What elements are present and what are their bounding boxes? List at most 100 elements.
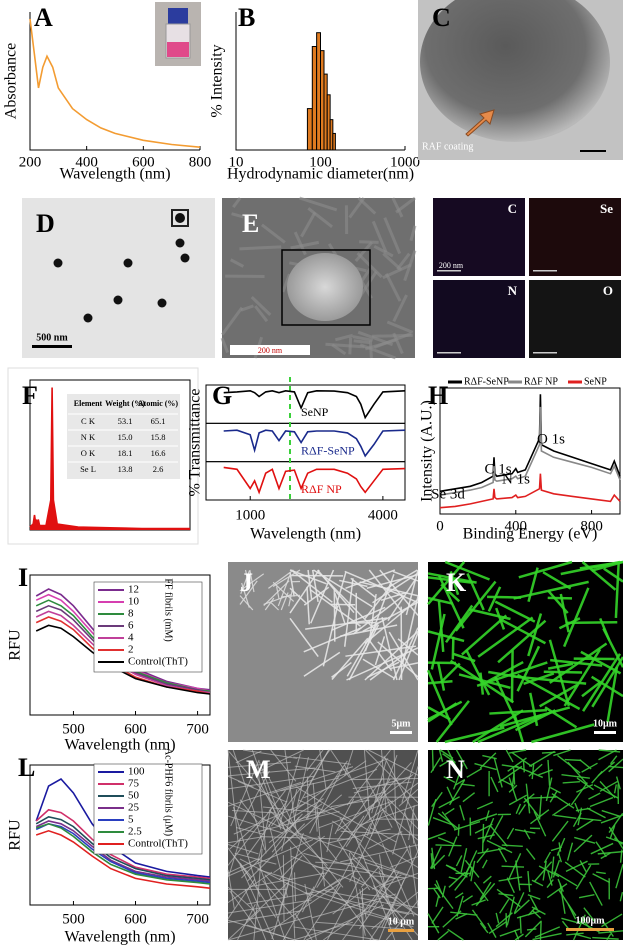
fibril: [383, 755, 419, 822]
fibril: [567, 761, 588, 785]
fibril: [294, 872, 296, 902]
fibril: [579, 817, 602, 822]
fibril: [546, 879, 554, 888]
fibril: [465, 649, 491, 696]
fibril: [453, 820, 481, 831]
fibril: [342, 869, 396, 941]
fibril: [538, 769, 553, 776]
fibril: [300, 211, 317, 238]
table-header: Weight (%): [105, 399, 145, 408]
table-cell: O K: [81, 448, 96, 458]
fibril: [515, 803, 522, 814]
scale-bar: [388, 929, 414, 932]
y-axis-label: RFU: [7, 819, 24, 851]
map-label: C: [508, 201, 517, 216]
fibril: [441, 885, 446, 898]
panel-letter: A: [34, 3, 53, 32]
fibril: [461, 614, 508, 656]
fibril: [350, 577, 376, 598]
panel-letter: C: [432, 3, 451, 32]
fibril: [315, 861, 353, 865]
fibril: [619, 891, 623, 902]
fibril: [487, 922, 497, 938]
fibril: [558, 617, 581, 630]
panel-letter: M: [246, 755, 271, 784]
fibril: [476, 801, 494, 810]
fibril: [482, 817, 495, 843]
fibril: [311, 893, 397, 919]
fibril: [470, 860, 476, 882]
legend-label: 8: [128, 608, 134, 620]
fibril: [436, 661, 446, 691]
fibril: [262, 880, 296, 920]
fibril: [528, 763, 543, 777]
scale-label: 10μm: [593, 718, 618, 729]
table-cell: 65.1: [151, 416, 166, 426]
fibril: [576, 783, 594, 793]
fibril: [511, 752, 533, 768]
fibril: [539, 920, 542, 941]
fibril: [359, 343, 397, 360]
fibril: [603, 567, 623, 583]
legend-title: Ac-PHF6 fibrils (μM): [163, 748, 174, 836]
fibril: [333, 587, 336, 642]
fibril: [596, 871, 606, 875]
fibril: [427, 630, 465, 643]
fibril: [348, 852, 366, 936]
fibril: [531, 723, 595, 744]
series-line: [29, 387, 190, 530]
fibril: [464, 863, 472, 876]
fibril: [372, 333, 413, 338]
fibril: [409, 225, 417, 242]
fibril: [359, 889, 367, 920]
fibril: [572, 812, 582, 828]
micrograph: [22, 198, 215, 358]
fibril: [576, 777, 594, 791]
scale-label: 200 nm: [258, 346, 283, 355]
fibril: [527, 796, 557, 799]
fibril: [440, 583, 461, 603]
inset-box: [171, 209, 189, 227]
fibril: [286, 878, 341, 915]
fibril: [608, 826, 623, 850]
table-header: Atomic (%): [138, 399, 179, 408]
fibril: [469, 866, 473, 877]
fibril: [293, 921, 353, 941]
fibril: [495, 607, 506, 630]
fibril: [581, 561, 617, 591]
fibril: [474, 762, 497, 771]
fibril: [364, 583, 393, 619]
x-axis-label: Wavelength (nm): [64, 929, 175, 945]
fibril: [227, 879, 256, 920]
fibril: [403, 250, 417, 282]
table-cell: 2.6: [153, 464, 164, 474]
fibril: [312, 866, 370, 874]
scale-label: 10 μm: [388, 916, 415, 927]
scale-label: 100μm: [576, 915, 606, 926]
y-axis-label: % Transmittance: [187, 389, 204, 497]
fibril: [227, 858, 259, 874]
fibril: [269, 882, 341, 932]
fibril: [595, 841, 607, 858]
fibril: [506, 827, 515, 840]
fibril: [221, 306, 244, 336]
fibril: [383, 217, 402, 255]
fibril: [447, 749, 458, 770]
fibril: [227, 775, 254, 788]
fibril: [358, 856, 418, 880]
fibril: [237, 780, 287, 803]
fibril: [437, 601, 445, 652]
fibril: [374, 636, 386, 666]
fibril: [427, 832, 446, 840]
fibril: [564, 861, 586, 878]
fibril: [383, 910, 396, 941]
fibril: [293, 757, 309, 822]
fibril: [305, 904, 385, 941]
fibril: [589, 796, 614, 808]
fibril: [368, 749, 419, 776]
fibril: [245, 882, 289, 922]
plot-frame: [205, 461, 406, 501]
fibril: [605, 836, 623, 844]
fibril: [471, 899, 486, 906]
fibril: [364, 861, 407, 876]
